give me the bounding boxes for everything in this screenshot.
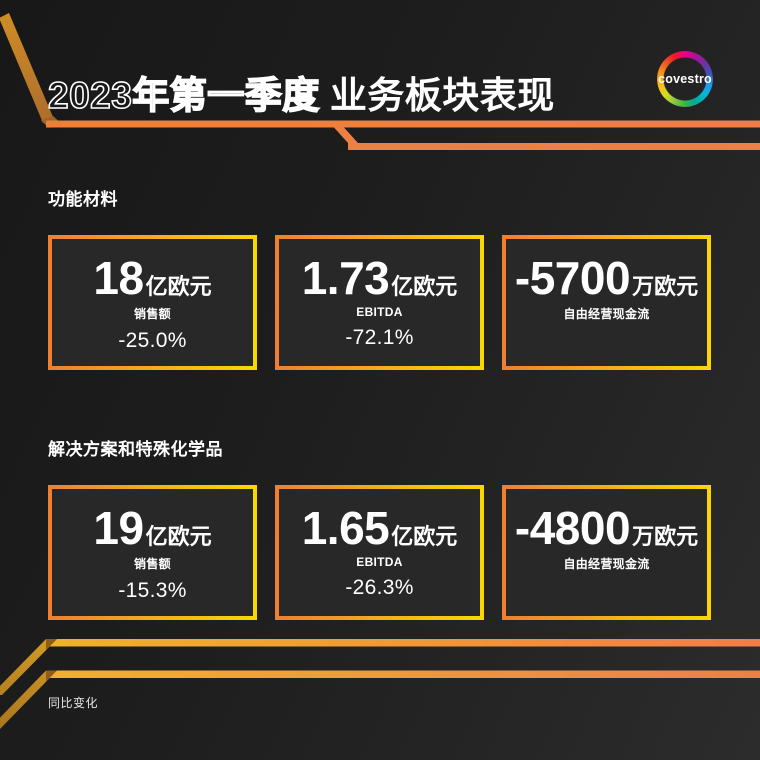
kpi-change: -26.3%: [345, 576, 414, 599]
kpi-unit: 亿欧元: [391, 274, 458, 299]
kpi-value: 1.73: [301, 252, 390, 304]
kpi-unit: 亿欧元: [145, 524, 212, 549]
page-title-subject: 业务板块表现: [329, 74, 555, 116]
section-label-performance-materials: 功能材料: [48, 190, 118, 209]
kpi-value-row: -4800 万欧元: [515, 505, 698, 551]
covestro-logo-ring-icon: [657, 51, 713, 107]
page-title-quarter: 2023年第一季度: [47, 74, 320, 117]
top-stripe-1: [46, 120, 760, 128]
kpi-metric-label: 自由经营现金流: [563, 557, 650, 571]
kpi-change: -72.1%: [345, 326, 414, 349]
kpi-unit: 万欧元: [632, 274, 699, 299]
kpi-card-sales: 19 亿欧元 销售额 -15.3%: [48, 485, 257, 620]
kpi-metric-label: 销售额: [134, 307, 171, 321]
bottom-stripe-2: [46, 670, 760, 678]
bottom-diagonal-1: [0, 639, 57, 695]
kpi-change: -25.0%: [118, 329, 187, 352]
kpi-metric-label: 销售额: [134, 557, 171, 571]
kpi-value: 19: [93, 502, 144, 554]
kpi-card-ebitda: 1.65 亿欧元 EBITDA -26.3%: [275, 485, 484, 620]
card-row-solutions-specialties: 19 亿欧元 销售额 -15.3% 1.65 亿欧元 EBITDA -26.3%…: [48, 485, 711, 620]
kpi-change: -15.3%: [118, 579, 187, 602]
kpi-card-free-cash-flow: -5700 万欧元 自由经营现金流: [502, 235, 711, 370]
kpi-value-row: 19 亿欧元: [93, 505, 211, 551]
kpi-value-row: 18 亿欧元: [93, 255, 211, 301]
kpi-value: -4800: [514, 502, 631, 554]
page-title: 2023年第一季度 业务板块表现: [47, 74, 555, 118]
bottom-fold-shadow-1: [46, 639, 57, 650]
kpi-unit: 万欧元: [632, 524, 699, 549]
kpi-metric-label: EBITDA: [356, 305, 403, 319]
kpi-card-free-cash-flow: -4800 万欧元 自由经营现金流: [502, 485, 711, 620]
covestro-logo-text: covestro: [658, 72, 712, 86]
section-label-solutions-specialties: 解决方案和特殊化学品: [48, 440, 223, 459]
top-left-diagonal-stripe: [0, 13, 53, 123]
bottom-fold-shadow-2: [46, 670, 57, 682]
covestro-logo: covestro: [657, 51, 713, 107]
kpi-metric-label: EBITDA: [356, 555, 403, 569]
top-fold-shadow: [41, 116, 58, 128]
kpi-card-ebitda: 1.73 亿欧元 EBITDA -72.1%: [275, 235, 484, 370]
kpi-value-row: -5700 万欧元: [515, 255, 698, 301]
kpi-value-row: 1.73 亿欧元: [302, 255, 458, 301]
kpi-metric-label: 自由经营现金流: [563, 307, 650, 321]
kpi-unit: 亿欧元: [145, 274, 212, 299]
kpi-unit: 亿欧元: [391, 524, 458, 549]
bottom-stripe-1: [46, 639, 760, 647]
kpi-value: 1.65: [301, 502, 390, 554]
kpi-value: -5700: [514, 252, 631, 304]
card-row-performance-materials: 18 亿欧元 销售额 -25.0% 1.73 亿欧元 EBITDA -72.1%…: [48, 235, 711, 370]
kpi-value-row: 1.65 亿欧元: [302, 505, 458, 551]
kpi-value: 18: [93, 252, 144, 304]
kpi-card-sales: 18 亿欧元 销售额 -25.0%: [48, 235, 257, 370]
top-stripe-branch: [334, 127, 358, 143]
top-stripe-2: [348, 143, 760, 150]
footnote-yoy-change: 同比变化: [48, 696, 99, 710]
